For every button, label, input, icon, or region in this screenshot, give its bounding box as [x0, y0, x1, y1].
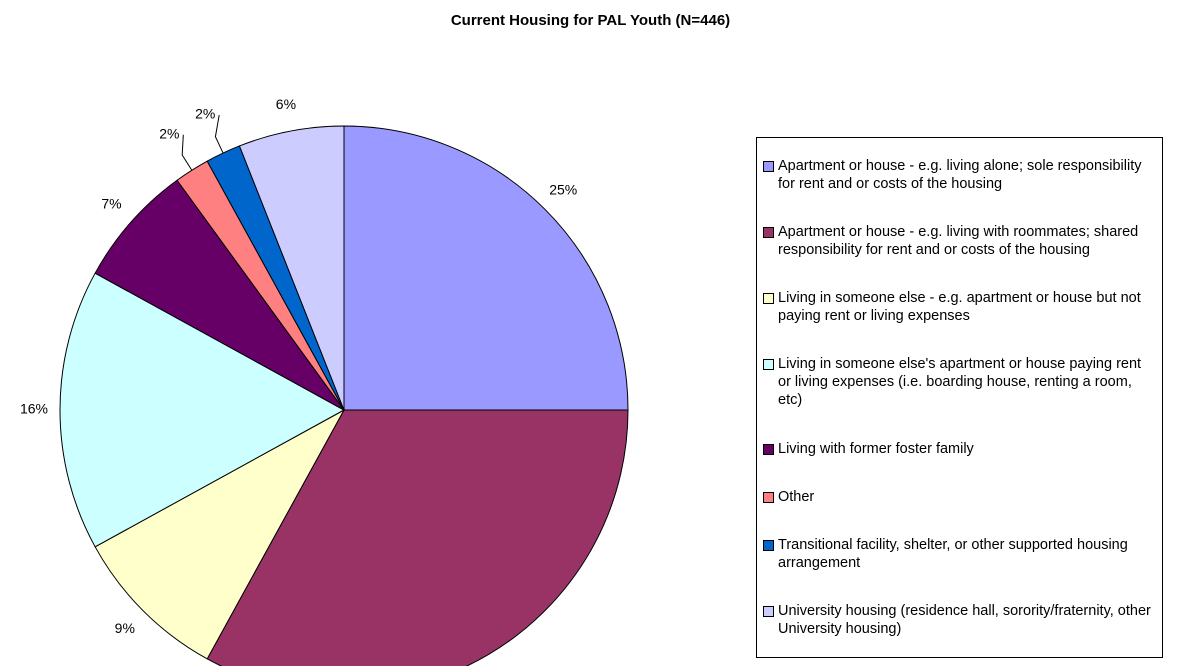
pie-slice — [94, 179, 345, 411]
data-label: 6% — [276, 96, 296, 112]
legend-item: Living with former foster family — [763, 440, 1156, 458]
legend-item: Other — [763, 488, 1156, 506]
pie-slice — [343, 125, 629, 411]
legend-label: Apartment or house - e.g. living with ro… — [778, 224, 1139, 259]
leader-line — [214, 114, 224, 154]
legend-item: Apartment or house - e.g. living alone; … — [763, 157, 1156, 193]
legend-swatch — [763, 227, 774, 239]
legend-label: Transitional facility, shelter, or other… — [778, 536, 1128, 571]
legend-item: Living in someone else - e.g. apartment … — [763, 289, 1156, 325]
legend-item: Living in someone else's apartment or ho… — [763, 355, 1156, 409]
legend-swatch — [763, 539, 774, 551]
legend-swatch — [763, 605, 774, 617]
legend-label: University housing (residence hall, soro… — [778, 602, 1151, 637]
legend-item: Apartment or house - e.g. living with ro… — [763, 223, 1156, 259]
legend-item: Transitional facility, shelter, or other… — [763, 536, 1156, 572]
data-label: 2% — [195, 106, 215, 122]
legend-label: Other — [778, 488, 815, 505]
pie-slice — [206, 409, 629, 666]
legend-item: University housing (residence hall, soro… — [763, 602, 1156, 638]
legend-swatch — [763, 293, 774, 305]
legend-label: Living in someone else's apartment or ho… — [778, 356, 1142, 409]
pie-slice — [238, 125, 345, 411]
legend-swatch — [763, 491, 774, 503]
data-label: 2% — [159, 125, 179, 141]
leader-line — [181, 134, 193, 171]
legend-label: Living in someone else - e.g. apartment … — [778, 290, 1141, 325]
legend-label: Living with former foster family — [778, 440, 974, 457]
pie-slice — [94, 408, 346, 660]
pie-slice — [59, 272, 346, 548]
chart-title: Current Housing for PAL Youth (N=446) — [450, 12, 731, 29]
legend-swatch — [763, 359, 774, 371]
data-label: 9% — [115, 620, 135, 636]
data-label: 25% — [549, 182, 577, 198]
legend-swatch — [763, 161, 774, 173]
legend-swatch — [763, 443, 774, 455]
legend: Apartment or house - e.g. living alone; … — [756, 137, 1163, 658]
data-label: 7% — [101, 196, 121, 212]
data-label: 16% — [20, 401, 48, 417]
legend-label: Apartment or house - e.g. living alone; … — [778, 158, 1142, 193]
